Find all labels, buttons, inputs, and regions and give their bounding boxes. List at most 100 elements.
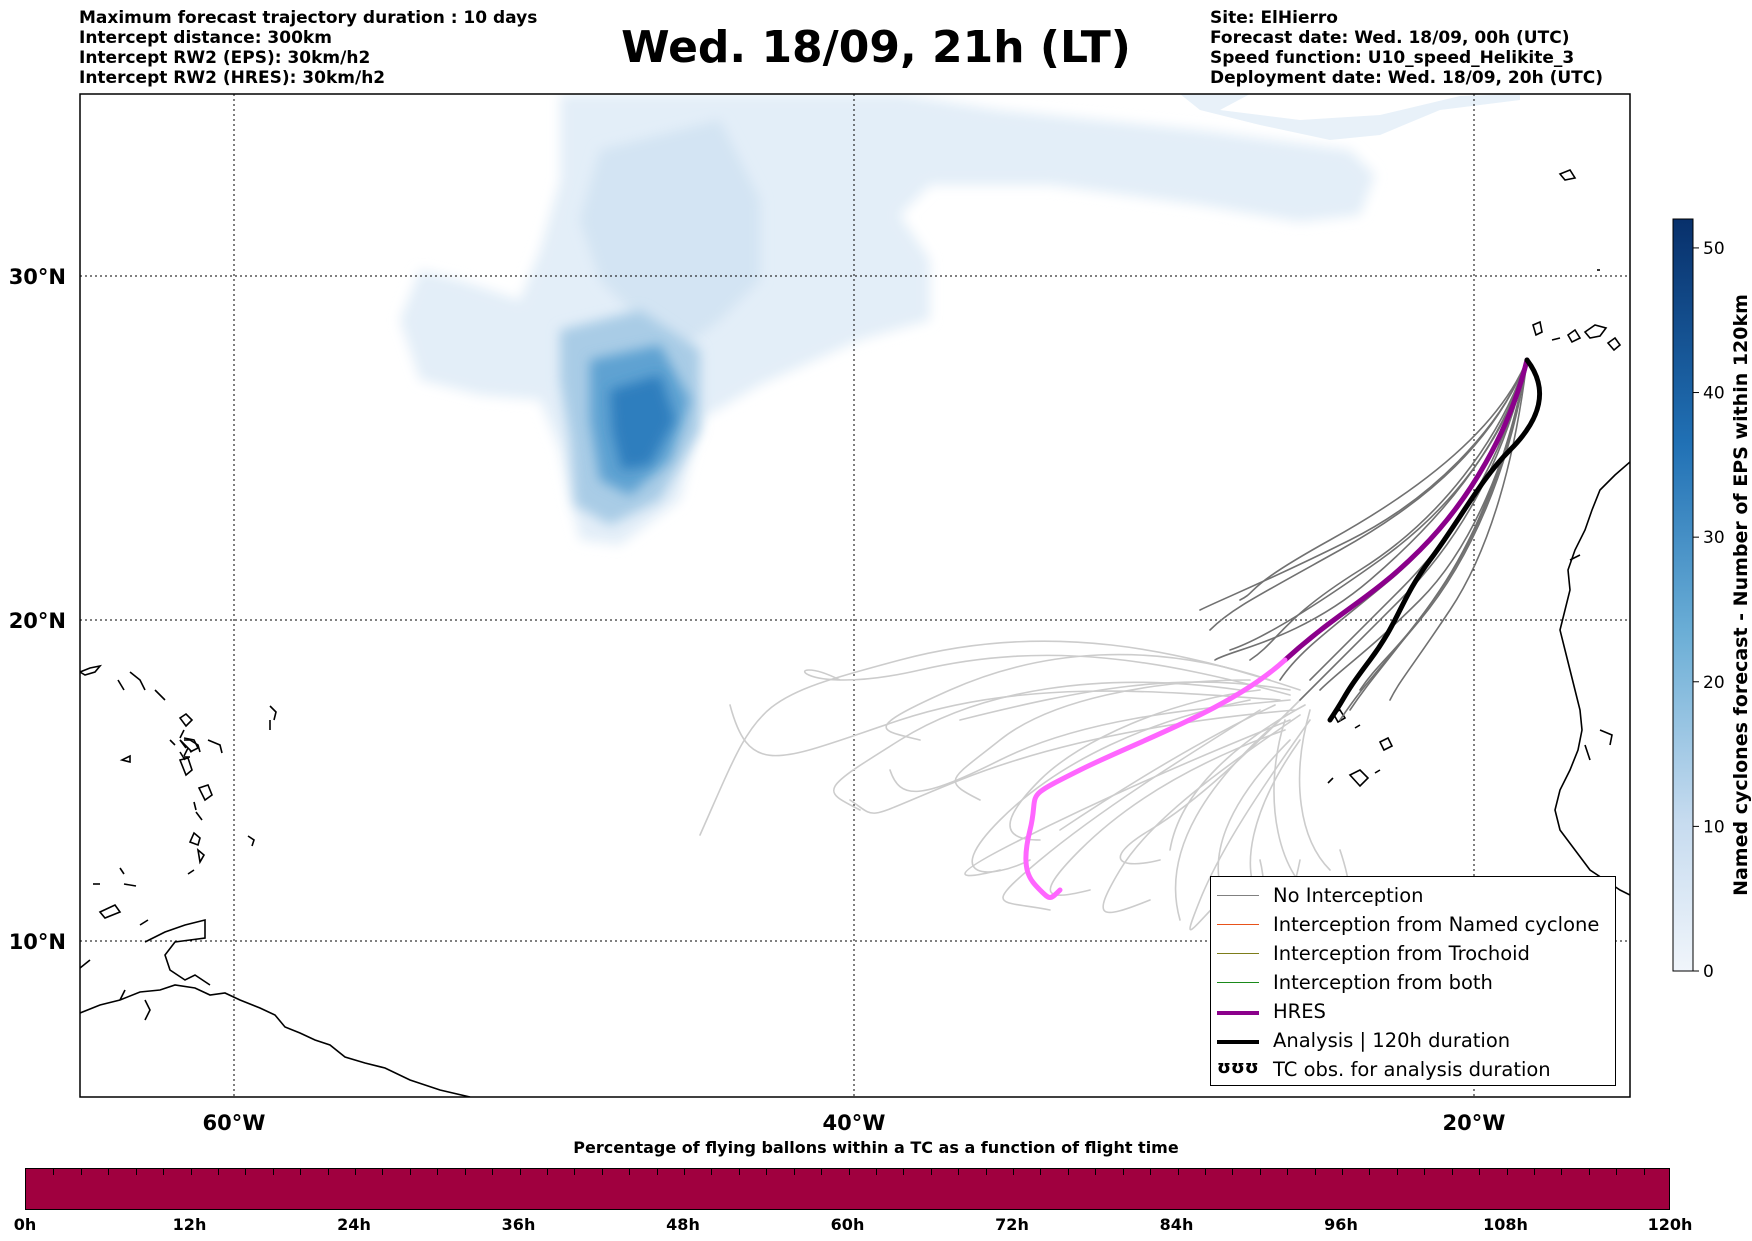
legend-sample-green [1217, 982, 1259, 983]
timebar-minor-tick [546, 1169, 548, 1175]
timebar-minor-tick [245, 1169, 247, 1175]
timebar-minor-tick [409, 1169, 411, 1175]
analysis-trajectory [1327, 357, 1543, 723]
timebar-minor-tick [1204, 1169, 1206, 1175]
timebar-minor-tick [190, 1169, 192, 1175]
timebar-minor-tick [80, 1169, 82, 1175]
colorbar-label: Named cyclones forecast - Number of EPS … [1730, 294, 1752, 896]
colorbar-ramp [1672, 218, 1694, 972]
info-forecast-date: Forecast date: Wed. 18/09, 00h (UTC) [1210, 28, 1570, 48]
timebar-minor-tick [1259, 1169, 1261, 1175]
timebar-minor-tick [1643, 1169, 1645, 1175]
lat-label-20n: 20°N [9, 609, 66, 633]
param-max-duration: Maximum forecast trajectory duration : 1… [79, 8, 538, 28]
coastlines [80, 169, 1630, 1097]
timebar-minor-tick [1232, 1169, 1234, 1175]
timebar-minor-tick [1396, 1169, 1398, 1175]
timebar-minor-tick [1067, 1169, 1069, 1175]
timebar-minor-tick [930, 1169, 932, 1175]
lat-label-10n: 10°N [9, 930, 66, 954]
colorbar-tick-label: 10 [1703, 817, 1725, 837]
timebar-minor-tick [163, 1169, 165, 1175]
legend-item-hres: HRES [1211, 997, 1615, 1026]
timebar-minor-tick [821, 1169, 823, 1175]
timebar-title: Percentage of flying ballons within a TC… [573, 1138, 1179, 1157]
timebar-tick-label: 0h [13, 1215, 37, 1234]
legend-item-no-interception: No Interception [1211, 881, 1615, 910]
timebar-minor-tick [1533, 1169, 1535, 1175]
timebar-minor-tick [1479, 1169, 1481, 1175]
trajectories-late [699, 640, 1350, 931]
colorbar-tick-label: 20 [1703, 673, 1725, 693]
timebar-minor-tick [1616, 1169, 1618, 1175]
lon-label-60w: 60°W [203, 1111, 266, 1135]
timebar-tick-label: 108h [1483, 1215, 1528, 1234]
cyclone-symbol-icon: ʊʊʊ [1217, 1057, 1259, 1078]
legend-sample-purple [1217, 1011, 1259, 1015]
timebar-minor-tick [629, 1169, 631, 1175]
timebar-minor-tick [437, 1169, 439, 1175]
map-title: Wed. 18/09, 21h (LT) [621, 22, 1131, 73]
timebar-minor-tick [1122, 1169, 1124, 1175]
lon-label-40w: 40°W [823, 1111, 886, 1135]
legend-label: Analysis | 120h duration [1273, 1029, 1511, 1052]
colorbar: 0 10 20 30 40 50 Named cyclones forecast - Nu… [1672, 218, 1752, 982]
timebar-minor-tick [327, 1169, 329, 1175]
legend-label: Interception from Named cyclone [1273, 913, 1600, 936]
legend-label: No Interception [1273, 884, 1424, 907]
timebar-tick-label: 96h [1324, 1215, 1358, 1234]
param-intercept-eps: Intercept RW2 (EPS): 30km/h2 [79, 48, 371, 68]
timebar-minor-tick [1287, 1169, 1289, 1175]
timebar-tick-label: 84h [1159, 1215, 1194, 1234]
timebar-minor-tick [1588, 1169, 1590, 1175]
colorbar-tick-label: 30 [1703, 528, 1725, 548]
timebar-tick-label: 24h [337, 1215, 371, 1234]
legend-item-named-cyclone: Interception from Named cyclone [1211, 910, 1615, 939]
timebar-minor-tick [958, 1169, 960, 1175]
timebar-minor-tick [903, 1169, 905, 1175]
timebar-minor-tick [738, 1169, 740, 1175]
map-border [79, 93, 1631, 1098]
hres-trajectory-late [1023, 657, 1288, 900]
lon-label-20w: 20°W [1443, 1111, 1506, 1135]
timebar-minor-tick [1451, 1169, 1453, 1175]
legend-sample-olive [1217, 953, 1259, 954]
balloon-trajectories [699, 357, 1543, 931]
legend-item-tc-obs: ʊʊʊ TC obs. for analysis duration [1211, 1055, 1615, 1084]
timebar-minor-tick [272, 1169, 274, 1175]
legend-label: TC obs. for analysis duration [1273, 1058, 1551, 1081]
timebar-minor-tick [1424, 1169, 1426, 1175]
legend-item-trochoid: Interception from Trochoid [1211, 939, 1615, 968]
timebar-minor-tick [1342, 1169, 1343, 1175]
timebar-minor-tick [464, 1169, 466, 1175]
trajectories-no-interception [1199, 359, 1528, 721]
colorbar-tick-label: 40 [1703, 384, 1725, 404]
timebar-tick-label: 60h [830, 1215, 865, 1234]
legend: No Interception Interception from Named … [1210, 876, 1616, 1086]
timebar-minor-tick [382, 1169, 384, 1175]
timebar [25, 1168, 1670, 1210]
timebar-minor-tick [793, 1169, 795, 1175]
legend-sample-gray [1217, 895, 1259, 896]
axis-labels: 60°W 40°W 20°W 30°N 20°N 10°N [9, 265, 1506, 1135]
param-intercept-hres: Intercept RW2 (HRES): 30km/h2 [79, 68, 386, 88]
colorbar-tick-label: 50 [1703, 239, 1725, 259]
timebar-minor-tick [1013, 1169, 1014, 1175]
timebar-minor-tick [135, 1169, 137, 1175]
timebar-minor-tick [875, 1169, 877, 1175]
legend-label: Interception from both [1273, 971, 1493, 994]
hres-trajectory [1282, 357, 1530, 663]
timebar-minor-tick [684, 1169, 685, 1175]
timebar-minor-tick [711, 1169, 713, 1175]
timebar-minor-tick [656, 1169, 658, 1175]
legend-item-both: Interception from both [1211, 968, 1615, 997]
legend-label: HRES [1273, 1000, 1326, 1023]
param-intercept-distance: Intercept distance: 300km [79, 28, 332, 48]
legend-item-analysis: Analysis | 120h duration [1211, 1026, 1615, 1055]
timebar-tick-label: 12h [172, 1215, 207, 1234]
colorbar-ticks: 0 10 20 30 40 50 [1693, 239, 1725, 982]
colorbar-tick-label: 0 [1703, 962, 1714, 982]
timebar-minor-tick [848, 1169, 850, 1175]
timebar-tick-label: 120h [1647, 1215, 1693, 1234]
timebar-minor-tick [1177, 1169, 1179, 1175]
